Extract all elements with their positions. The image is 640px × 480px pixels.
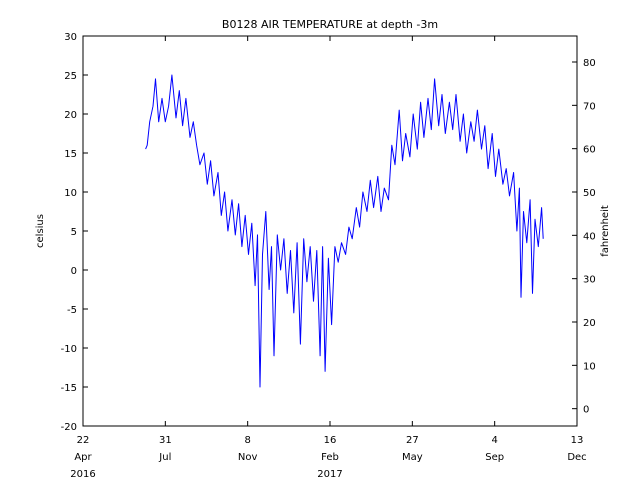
y-axis-label: celsius xyxy=(35,214,46,248)
x-axis: 22 Apr 2016 31 Jul 8 Nov 16 Feb 2017 27 May 4 Sep 13 De… xyxy=(70,36,587,480)
y2-tick-label: 30 xyxy=(583,275,596,286)
y-tick-label: 30 xyxy=(64,32,77,43)
y-axis-left: -20 -15 -10 -5 0 5 10 15 20 25 30 xyxy=(61,32,88,433)
x-tick-day: 8 xyxy=(244,435,250,446)
x-tick-day: 13 xyxy=(571,435,584,446)
y-tick-label: -10 xyxy=(61,344,77,355)
x-tick-day: 16 xyxy=(324,435,337,446)
y2-tick-label: 10 xyxy=(583,361,596,372)
y2-tick-label: 80 xyxy=(583,58,596,69)
y2-axis-label: fahrenheit xyxy=(600,205,611,257)
x-tick-day: 4 xyxy=(491,435,497,446)
x-tick-year: 2017 xyxy=(317,469,342,480)
y-tick-label: 20 xyxy=(64,110,77,121)
temperature-series-line xyxy=(145,74,544,388)
x-tick-month: Jul xyxy=(158,452,171,463)
y-tick-label: -15 xyxy=(61,383,77,394)
y-tick-label: 0 xyxy=(71,266,77,277)
y2-tick-label: 60 xyxy=(583,145,596,156)
x-tick-month: Sep xyxy=(485,452,504,463)
x-tick-month: Apr xyxy=(74,452,92,463)
series-layer xyxy=(145,74,544,388)
y-tick-label: 5 xyxy=(71,227,77,238)
y2-tick-label: 50 xyxy=(583,188,596,199)
y-tick-label: 10 xyxy=(64,188,77,199)
y2-tick-label: 40 xyxy=(583,231,596,242)
x-tick-month: Feb xyxy=(321,452,339,463)
x-tick-year: 2016 xyxy=(70,469,95,480)
x-tick-month: May xyxy=(402,452,423,463)
y2-tick-label: 20 xyxy=(583,318,596,329)
x-tick-day: 27 xyxy=(406,435,419,446)
x-tick-day: 22 xyxy=(77,435,90,446)
y2-tick-label: 70 xyxy=(583,101,596,112)
y-axis-right: 0 10 20 30 40 50 60 70 80 xyxy=(572,58,596,416)
x-tick-month: Nov xyxy=(238,452,258,463)
y-tick-label: -20 xyxy=(61,422,77,433)
x-tick-month: Dec xyxy=(567,452,586,463)
y-tick-label: 15 xyxy=(64,149,77,160)
x-tick-day: 31 xyxy=(159,435,172,446)
y-tick-label: -5 xyxy=(67,305,77,316)
y2-tick-label: 0 xyxy=(583,405,589,416)
chart-title: B0128 AIR TEMPERATURE at depth -3m xyxy=(222,18,438,31)
y-tick-label: 25 xyxy=(64,71,77,82)
